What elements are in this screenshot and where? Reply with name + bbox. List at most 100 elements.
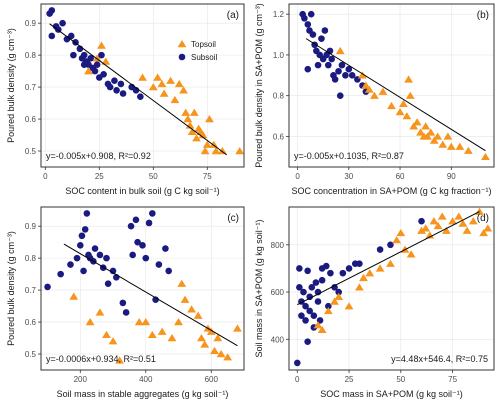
topsoil-point — [386, 259, 395, 267]
subsoil-point — [149, 210, 156, 217]
y-tick-label: 0.6 — [273, 132, 285, 141]
topsoil-point — [355, 283, 364, 291]
topsoil-point — [180, 295, 190, 303]
subsoil-point — [293, 359, 301, 367]
topsoil-point — [422, 132, 432, 140]
subsoil-point — [80, 51, 88, 59]
topsoil-point — [417, 226, 426, 234]
subsoil-point — [376, 246, 384, 253]
panel-a: 0 25 50 75 0.5 0.6 0.7 0.8 0.9 SOC content in bul… — [6, 3, 245, 196]
subsoil-point — [314, 61, 322, 69]
subsoil-point — [348, 72, 356, 79]
x-tick-label: 25 — [345, 375, 354, 384]
topsoil-point — [166, 76, 175, 84]
legend: Topsoil Subsoil — [177, 40, 217, 62]
y-tick-label: 0.9 — [25, 19, 37, 28]
regression-equation: y=-0.0006x+0.934, R²=0.51 — [46, 354, 156, 364]
topsoil-point — [189, 108, 199, 116]
subsoil-point — [331, 284, 338, 291]
topsoil-point — [454, 212, 464, 220]
y-tick-label: 0.7 — [25, 83, 37, 92]
legend-subsoil-label: Subsoil — [191, 53, 217, 62]
subsoil-point — [109, 267, 117, 275]
gridlines — [289, 207, 494, 370]
topsoil-point — [213, 334, 223, 342]
topsoil-point — [141, 318, 151, 326]
subsoil-point — [342, 72, 349, 79]
x-tick-label: 25 — [95, 172, 104, 181]
topsoil-point — [209, 140, 219, 148]
topsoil-point — [187, 127, 197, 136]
subsoil-point — [307, 10, 315, 18]
x-tick-label: 90 — [447, 172, 456, 181]
topsoil-point — [174, 79, 184, 88]
x-tick-label: 0 — [295, 172, 300, 181]
topsoil-point — [210, 346, 219, 355]
x-axis-title: SOC concentration in SA+POM (g C kg frac… — [291, 186, 491, 196]
subsoil-point — [338, 61, 346, 69]
topsoil-point — [157, 327, 167, 335]
data-points — [299, 10, 490, 161]
topsoil-point — [483, 224, 493, 232]
topsoil-point — [359, 273, 368, 282]
topsoil-point — [330, 297, 339, 305]
panel-letter: (c) — [227, 213, 239, 224]
subsoil-point — [310, 312, 318, 319]
subsoil-point — [335, 67, 342, 75]
topsoil-point — [223, 353, 233, 361]
ticks: 0 25 50 75 0.5 0.6 0.7 0.8 0.9 — [25, 19, 212, 181]
topsoil-point — [395, 107, 405, 116]
topsoil-point — [95, 308, 105, 316]
y-tick-label: 0.9 — [25, 222, 37, 231]
topsoil-point — [134, 318, 144, 326]
topsoil-point — [404, 75, 413, 83]
topsoil-point — [205, 115, 214, 123]
topsoil-point — [481, 152, 490, 161]
subsoil-point — [106, 83, 114, 91]
topsoil-point — [97, 41, 106, 49]
subsoil-point — [152, 296, 159, 303]
topsoil-point — [433, 132, 443, 140]
y-tick-label: 0.7 — [25, 286, 37, 295]
topsoil-point — [378, 87, 388, 95]
regression-line — [63, 243, 238, 347]
regression-equation: y=-0.005x+0.1035, R²=0.87 — [294, 151, 404, 161]
panel-b: 0 30 60 90 0.6 0.8 1.0 1.2 SOC concentration in … — [254, 3, 495, 196]
subsoil-point — [336, 92, 344, 99]
data-points — [44, 210, 242, 364]
regression-line — [297, 211, 480, 306]
topsoil-point — [198, 131, 208, 139]
subsoil-point — [331, 76, 339, 83]
x-axis-title: Soil mass in stable aggregates (g kg soi… — [57, 389, 229, 399]
topsoil-point — [170, 95, 180, 104]
topsoil-point — [416, 128, 425, 136]
subsoil-point — [117, 80, 125, 88]
y-tick-label: 0.8 — [273, 92, 285, 101]
subsoil-point — [73, 254, 81, 262]
topsoil-point — [463, 146, 473, 154]
topsoil-point — [443, 132, 453, 140]
subsoil-point — [119, 299, 127, 307]
y-tick-label: 0.8 — [25, 254, 37, 263]
subsoil-point — [296, 265, 303, 272]
subsoil-point — [304, 21, 312, 28]
topsoil-point — [323, 306, 333, 315]
subsoil-point — [345, 65, 353, 73]
topsoil-point — [334, 292, 344, 300]
subsoil-point — [111, 77, 118, 85]
x-tick-label: 75 — [448, 375, 457, 384]
subsoil-point — [306, 307, 314, 315]
subsoil-point — [59, 19, 66, 27]
topsoil-point — [455, 142, 465, 150]
ticks: 0 25 50 75 400 600 800 — [271, 241, 458, 384]
topsoil-point — [157, 79, 167, 88]
topsoil-point — [233, 324, 242, 332]
subsoil-point — [96, 251, 104, 259]
data-points — [46, 7, 244, 155]
subsoil-point — [67, 32, 75, 40]
topsoil-point — [218, 147, 227, 155]
topsoil-point — [179, 86, 188, 94]
y-tick-label: 0.5 — [25, 350, 37, 359]
topsoil-point — [387, 101, 396, 110]
